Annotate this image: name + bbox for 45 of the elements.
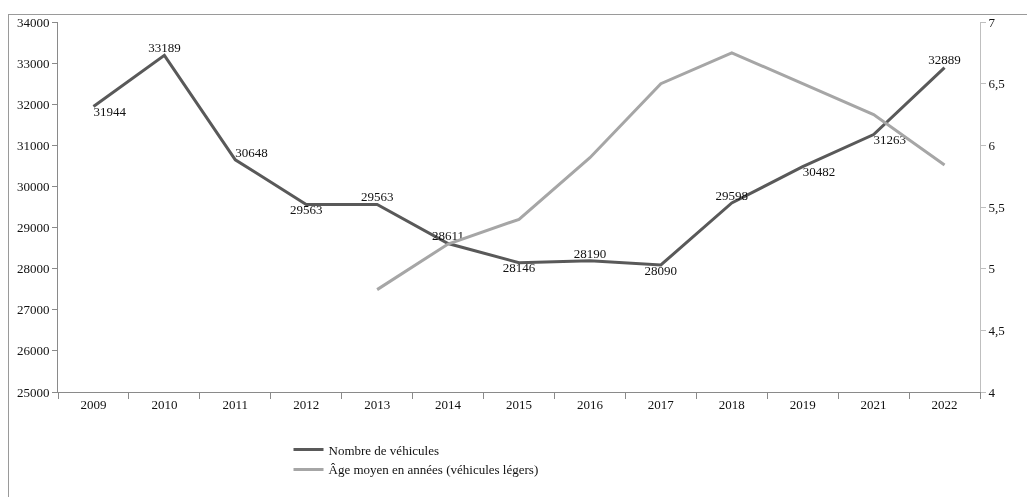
y2-tick-label: 5,5 (988, 199, 1005, 215)
x-tick-label: 2022 (931, 396, 958, 412)
y-tick-label: 32000 (16, 96, 50, 112)
y2-tick-label: 6,5 (988, 76, 1005, 92)
data-label: 31944 (93, 104, 127, 120)
x-tick-label: 2010 (151, 396, 178, 412)
data-label: 28190 (573, 245, 607, 261)
data-label: 29563 (289, 202, 323, 218)
x-tick-label: 2017 (647, 396, 675, 412)
y2-tick-label: 7 (988, 14, 996, 30)
y-tick-label: 34000 (16, 14, 50, 30)
data-label: 32889 (928, 52, 961, 68)
data-label: 31263 (873, 132, 907, 148)
y-tick-label: 33000 (16, 55, 50, 71)
data-label: 28146 (502, 260, 536, 276)
y2-tick-label: 4 (988, 384, 996, 400)
x-tick-label: 2021 (860, 396, 887, 412)
x-tick-label: 2011 (222, 396, 249, 412)
x-tick-label: 2016 (576, 396, 604, 412)
data-label: 28090 (644, 262, 678, 278)
x-tick-label: 2013 (364, 396, 391, 412)
data-label: 29598 (715, 187, 749, 203)
x-tick-label: 2015 (506, 396, 532, 412)
legend-label: Nombre de véhicules (328, 442, 439, 458)
y-tick-label: 25000 (16, 384, 50, 400)
data-label: 28611 (432, 228, 465, 244)
legend-label: Âge moyen en années (véhicules légers) (328, 462, 539, 478)
y-tick-label: 28000 (16, 261, 50, 277)
x-tick-label: 2019 (789, 396, 816, 412)
y-tick-label: 27000 (16, 302, 50, 318)
y-tick-label: 29000 (16, 220, 50, 236)
y-tick-label: 26000 (16, 343, 50, 359)
data-label: 30648 (235, 144, 268, 160)
y2-tick-label: 4,5 (988, 322, 1005, 338)
x-tick-label: 2014 (435, 396, 462, 412)
x-tick-label: 2018 (718, 396, 745, 412)
y2-tick-label: 5 (988, 261, 996, 277)
y-tick-label: 30000 (16, 178, 50, 194)
data-label: 30482 (802, 164, 836, 180)
y-tick-label: 31000 (16, 137, 50, 153)
data-label: 33189 (148, 40, 181, 56)
x-tick-label: 2009 (80, 396, 107, 412)
x-tick-label: 2012 (293, 396, 320, 412)
data-label: 29563 (360, 189, 394, 205)
y2-tick-label: 6 (988, 137, 996, 153)
